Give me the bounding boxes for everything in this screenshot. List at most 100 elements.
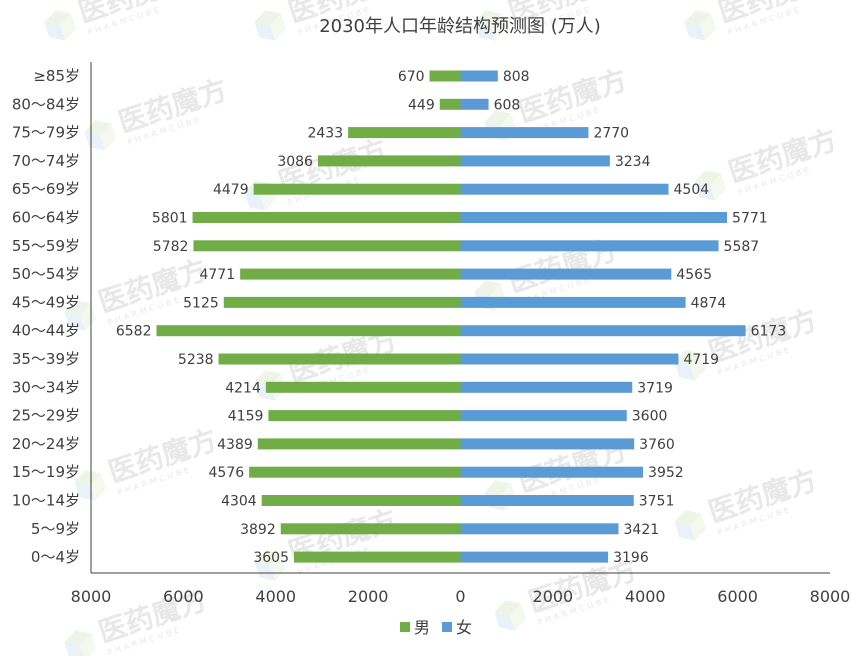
cube-logo-icon xyxy=(474,10,507,41)
bar-row: 50～54岁 4771 4565 xyxy=(12,265,712,283)
x-tick-label: 2000 xyxy=(533,587,574,606)
bar-female xyxy=(460,523,619,535)
legend-swatch xyxy=(442,622,452,632)
bar-female xyxy=(460,495,634,506)
bar-row: 25～29岁 4159 3600 xyxy=(12,407,668,425)
value-label-female: 3751 xyxy=(639,494,675,510)
value-label-male: 3892 xyxy=(240,522,276,538)
category-label: 0～4岁 xyxy=(31,548,80,566)
legend-swatch xyxy=(400,622,410,632)
value-label-male: 2433 xyxy=(307,126,343,142)
value-label-female: 4504 xyxy=(674,182,710,198)
bar-male xyxy=(317,155,461,167)
value-label-female: 3600 xyxy=(632,409,668,425)
bar-male xyxy=(218,353,461,365)
bar-female xyxy=(460,240,719,252)
bar-female xyxy=(460,410,627,422)
bar-row: 75～79岁 2433 2770 xyxy=(12,124,629,142)
value-label-female: 6173 xyxy=(751,324,787,340)
x-tick-label: 2000 xyxy=(348,587,389,606)
bar-male xyxy=(280,523,461,535)
cube-logo-icon xyxy=(44,10,77,41)
axis-layer: 8000 6000 4000 2000 0 2000 4000 6000 8000 xyxy=(71,62,850,606)
chart-title: 2030年人口年龄结构预测图 (万人) xyxy=(319,16,601,37)
bar-female xyxy=(460,268,672,280)
cube-logo-icon xyxy=(84,120,117,151)
value-label-male: 3605 xyxy=(253,550,289,566)
value-label-female: 3952 xyxy=(648,465,684,481)
cube-logo-icon xyxy=(674,350,707,381)
bars-layer: ≥85岁 670 808 80～84岁 449 608 75～79岁 2433 2770 70～7… xyxy=(12,67,786,566)
value-label-male: 4576 xyxy=(209,465,245,481)
bar-male xyxy=(293,551,461,563)
category-label: 10～14岁 xyxy=(12,492,80,510)
bar-male xyxy=(429,70,461,82)
value-label-female: 4719 xyxy=(683,352,719,368)
bar-female xyxy=(460,466,644,478)
bar-male xyxy=(439,98,461,110)
bar-row: 60～64岁 5801 5771 xyxy=(12,209,768,227)
value-label-female: 608 xyxy=(494,97,521,113)
legend: 男女 xyxy=(400,618,472,637)
value-label-female: 4874 xyxy=(691,295,727,311)
bar-row: 5～9岁 3892 3421 xyxy=(31,520,659,538)
value-label-female: 3196 xyxy=(613,550,649,566)
bar-row: 30～34岁 4214 3719 xyxy=(12,378,673,396)
bar-female xyxy=(460,155,610,167)
value-label-male: 5238 xyxy=(178,352,214,368)
category-label: 50～54岁 xyxy=(12,265,80,283)
bar-row: 35～39岁 5238 4719 xyxy=(12,350,719,368)
bar-row: 20～24岁 4389 3760 xyxy=(12,435,675,453)
bar-row: 80～84岁 449 608 xyxy=(12,95,521,113)
legend-label: 男 xyxy=(414,618,430,637)
category-label: ≥85岁 xyxy=(33,67,80,85)
bar-male xyxy=(156,325,461,337)
cube-logo-icon xyxy=(474,280,507,311)
bar-male xyxy=(192,212,461,223)
legend-label: 女 xyxy=(456,618,472,637)
value-label-male: 4771 xyxy=(199,267,235,283)
category-label: 75～79岁 xyxy=(12,124,80,142)
bar-male xyxy=(261,495,461,506)
x-tick-label: 6000 xyxy=(717,587,758,606)
bar-row: 40～44岁 6582 6173 xyxy=(12,322,786,340)
bar-female xyxy=(460,70,498,82)
value-label-female: 808 xyxy=(503,69,530,85)
bar-female xyxy=(460,98,489,110)
bar-male xyxy=(240,268,461,280)
category-label: 60～64岁 xyxy=(12,209,80,227)
category-label: 5～9岁 xyxy=(31,520,80,538)
value-label-male: 6582 xyxy=(116,324,152,340)
cube-logo-icon xyxy=(254,550,287,581)
category-label: 30～34岁 xyxy=(12,378,80,396)
bar-female xyxy=(460,438,635,450)
value-label-male: 670 xyxy=(398,69,425,85)
value-label-male: 5801 xyxy=(152,211,188,227)
bar-female xyxy=(460,183,669,195)
bar-male xyxy=(223,296,461,308)
value-label-male: 4479 xyxy=(213,182,249,198)
bar-row: 15～19岁 4576 3952 xyxy=(12,463,684,481)
x-tick-label: 8000 xyxy=(71,587,112,606)
bar-female xyxy=(460,353,679,365)
value-label-male: 4389 xyxy=(217,437,253,453)
bar-male xyxy=(265,381,461,393)
bar-male xyxy=(249,466,461,478)
value-label-female: 5771 xyxy=(732,211,768,227)
bar-female xyxy=(460,296,686,308)
bar-male xyxy=(348,127,461,139)
category-label: 70～74岁 xyxy=(12,152,80,170)
bar-male xyxy=(257,438,461,450)
bar-female xyxy=(460,325,746,337)
category-label: 20～24岁 xyxy=(12,435,80,453)
category-label: 40～44岁 xyxy=(12,322,80,340)
value-label-female: 3760 xyxy=(639,437,675,453)
value-label-male: 4159 xyxy=(228,409,264,425)
cube-logo-icon xyxy=(674,510,707,541)
